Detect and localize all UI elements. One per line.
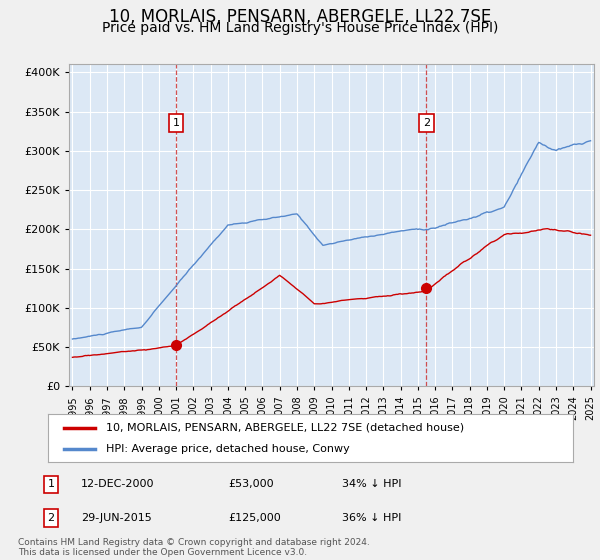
Text: Price paid vs. HM Land Registry's House Price Index (HPI): Price paid vs. HM Land Registry's House … xyxy=(102,21,498,35)
Text: 34% ↓ HPI: 34% ↓ HPI xyxy=(342,479,401,489)
Text: 1: 1 xyxy=(173,118,179,128)
Text: 29-JUN-2015: 29-JUN-2015 xyxy=(81,513,152,523)
Text: 2: 2 xyxy=(423,118,430,128)
Text: 36% ↓ HPI: 36% ↓ HPI xyxy=(342,513,401,523)
Text: 12-DEC-2000: 12-DEC-2000 xyxy=(81,479,155,489)
Text: HPI: Average price, detached house, Conwy: HPI: Average price, detached house, Conw… xyxy=(106,444,349,454)
Text: 2: 2 xyxy=(47,513,55,523)
Text: £125,000: £125,000 xyxy=(228,513,281,523)
Text: 10, MORLAIS, PENSARN, ABERGELE, LL22 7SE (detached house): 10, MORLAIS, PENSARN, ABERGELE, LL22 7SE… xyxy=(106,423,464,433)
Text: Contains HM Land Registry data © Crown copyright and database right 2024.
This d: Contains HM Land Registry data © Crown c… xyxy=(18,538,370,557)
Text: £53,000: £53,000 xyxy=(228,479,274,489)
Text: 1: 1 xyxy=(47,479,55,489)
Text: 10, MORLAIS, PENSARN, ABERGELE, LL22 7SE: 10, MORLAIS, PENSARN, ABERGELE, LL22 7SE xyxy=(109,8,491,26)
